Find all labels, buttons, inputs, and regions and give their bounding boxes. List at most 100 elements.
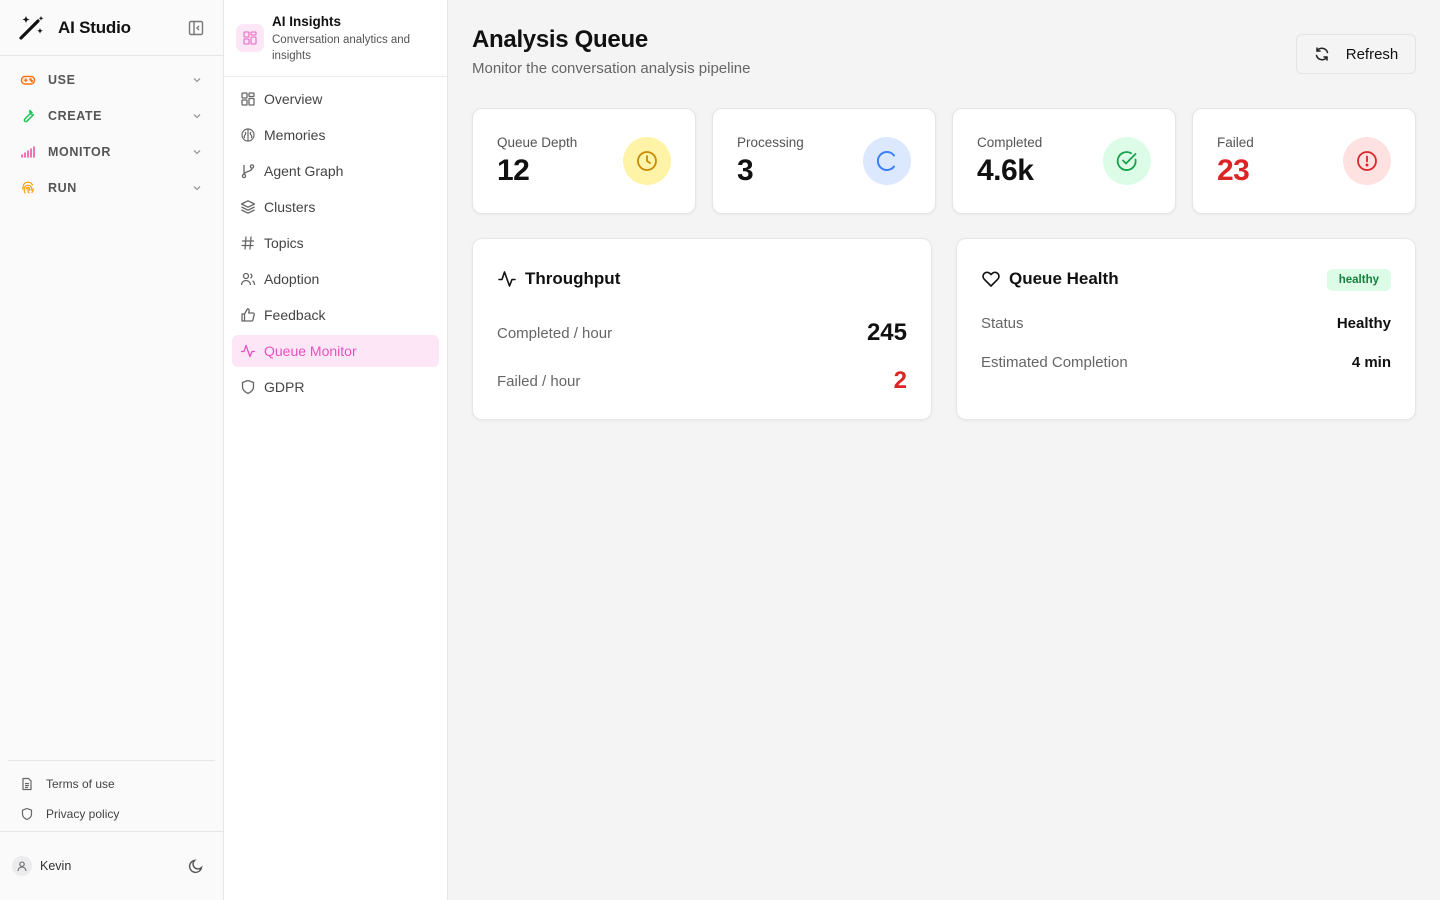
sub-item-label: Memories <box>264 127 326 143</box>
stat-cards: Queue Depth 12 Processing 3 Completed 4.… <box>472 108 1416 214</box>
completed-per-hour-row: Completed / hour 245 <box>497 319 907 347</box>
stat-label: Failed <box>1217 135 1254 150</box>
stat-card-queue-depth: Queue Depth 12 <box>472 108 696 214</box>
check-circle-icon <box>1103 137 1151 185</box>
sidebar-collapse-icon[interactable] <box>187 19 205 37</box>
brand: AI Studio <box>0 0 223 56</box>
stat-value: 3 <box>737 154 754 187</box>
refresh-button[interactable]: Refresh <box>1296 34 1416 74</box>
completed-per-hour-label: Completed / hour <box>497 324 613 342</box>
eta-row: Estimated Completion 4 min <box>981 354 1391 371</box>
chevron-down-icon <box>191 182 203 194</box>
activity-icon <box>497 269 517 289</box>
chevron-down-icon <box>191 146 203 158</box>
stat-card-processing: Processing 3 <box>712 108 936 214</box>
stat-card-failed: Failed 23 <box>1192 108 1416 214</box>
user-name: Kevin <box>40 859 72 873</box>
nav-use[interactable]: USE <box>0 62 223 98</box>
alert-circle-icon <box>1343 137 1391 185</box>
section-nav: Overview Memories Agent Graph <box>224 77 447 413</box>
failed-per-hour-row: Failed / hour 2 <box>497 367 907 395</box>
git-branch-icon <box>240 163 256 179</box>
sub-item-memories[interactable]: Memories <box>232 119 439 151</box>
sub-item-topics[interactable]: Topics <box>232 227 439 259</box>
sub-item-label: GDPR <box>264 379 305 395</box>
failed-per-hour-label: Failed / hour <box>497 372 581 390</box>
section-header: AI Insights Conversation analytics and i… <box>224 0 447 77</box>
shield-icon <box>240 379 256 395</box>
status-row: Status Healthy <box>981 315 1391 332</box>
clock-icon <box>623 137 671 185</box>
page-subtitle: Monitor the conversation analysis pipeli… <box>472 60 751 77</box>
sub-item-label: Adoption <box>264 271 320 287</box>
avatar[interactable] <box>12 856 32 876</box>
nav-create-label: CREATE <box>48 109 103 123</box>
section-sidebar: AI Insights Conversation analytics and i… <box>224 0 448 900</box>
sub-item-label: Topics <box>264 235 304 251</box>
status-value: Healthy <box>1336 315 1391 332</box>
app-sidebar: AI Studio USE <box>0 0 224 900</box>
shield-icon <box>20 807 34 821</box>
magic-wand-icon <box>18 14 46 42</box>
sub-item-clusters[interactable]: Clusters <box>232 191 439 223</box>
section-subtitle: Conversation analytics and insights <box>272 34 411 62</box>
eta-label: Estimated Completion <box>981 354 1128 371</box>
layout-grid-icon <box>236 24 264 52</box>
refresh-icon <box>1314 46 1330 62</box>
moon-icon[interactable] <box>187 857 205 875</box>
brain-icon <box>240 127 256 143</box>
sub-item-overview[interactable]: Overview <box>232 83 439 115</box>
nav-create[interactable]: CREATE <box>0 98 223 134</box>
layers-icon <box>240 199 256 215</box>
nav-use-label: USE <box>48 73 76 87</box>
gamepad-icon <box>20 72 36 88</box>
thumbs-up-icon <box>240 307 256 323</box>
stat-label: Completed <box>977 135 1043 150</box>
grid-icon <box>240 91 256 107</box>
sub-item-adoption[interactable]: Adoption <box>232 263 439 295</box>
stat-label: Queue Depth <box>497 135 578 150</box>
completed-per-hour-value: 245 <box>866 319 907 346</box>
sub-item-queue-monitor[interactable]: Queue Monitor <box>232 335 439 367</box>
main-content: Analysis Queue Monitor the conversation … <box>448 0 1440 900</box>
sub-item-label: Clusters <box>264 199 316 215</box>
app-name: AI Studio <box>58 17 131 37</box>
nav-run-label: RUN <box>48 181 77 195</box>
sub-item-label: Queue Monitor <box>264 343 357 359</box>
chevron-down-icon <box>191 74 203 86</box>
activity-icon <box>240 343 256 359</box>
legal-links: Terms of use Privacy policy <box>8 760 215 829</box>
privacy-link[interactable]: Privacy policy <box>8 799 215 829</box>
sub-item-feedback[interactable]: Feedback <box>232 299 439 331</box>
user-row: Kevin <box>0 831 223 900</box>
throughput-panel: Throughput Completed / hour 245 Failed /… <box>472 238 932 420</box>
panel-title: Throughput <box>525 269 621 288</box>
stat-card-completed: Completed 4.6k <box>952 108 1176 214</box>
users-icon <box>240 271 256 287</box>
stat-value: 4.6k <box>977 154 1034 187</box>
app-nav: USE CREATE MONITOR <box>0 56 223 206</box>
panels: Throughput Completed / hour 245 Failed /… <box>472 238 1416 420</box>
nav-monitor[interactable]: MONITOR <box>0 134 223 170</box>
stat-value: 12 <box>497 154 530 187</box>
bar-chart-icon <box>20 144 36 160</box>
sub-item-agent-graph[interactable]: Agent Graph <box>232 155 439 187</box>
sub-item-label: Overview <box>264 91 323 107</box>
sub-item-label: Feedback <box>264 307 326 323</box>
loader-icon <box>863 137 911 185</box>
terms-link[interactable]: Terms of use <box>8 769 215 799</box>
section-title: AI Insights <box>272 14 342 29</box>
sub-item-gdpr[interactable]: GDPR <box>232 371 439 403</box>
stat-value: 23 <box>1217 154 1250 187</box>
sub-item-label: Agent Graph <box>264 163 344 179</box>
nav-monitor-label: MONITOR <box>48 145 111 159</box>
nav-run[interactable]: RUN <box>0 170 223 206</box>
terms-label: Terms of use <box>46 777 115 791</box>
refresh-label: Refresh <box>1345 45 1399 63</box>
hash-icon <box>240 235 256 251</box>
fingerprint-icon <box>20 180 36 196</box>
eta-value: 4 min <box>1351 354 1391 371</box>
wrench-icon <box>20 108 36 124</box>
heart-icon <box>981 269 1001 289</box>
chevron-down-icon <box>191 110 203 122</box>
